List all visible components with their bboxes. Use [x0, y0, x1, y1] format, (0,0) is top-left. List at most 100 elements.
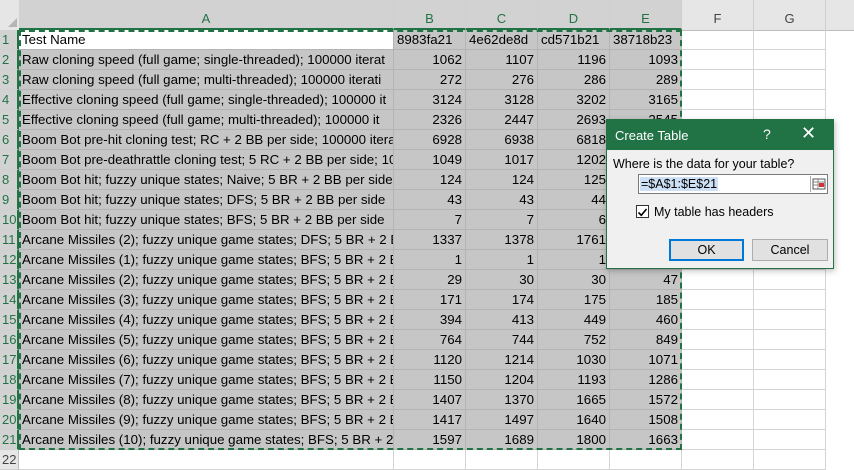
row-header[interactable]: 3	[0, 70, 19, 90]
row-header[interactable]: 17	[0, 350, 19, 370]
row-header[interactable]: 14	[0, 290, 19, 310]
table-cell[interactable]: 1030	[538, 350, 610, 370]
empty-cell[interactable]	[754, 50, 826, 70]
table-cell[interactable]: 460	[610, 310, 682, 330]
empty-cell[interactable]	[754, 30, 826, 50]
table-cell[interactable]: 6938	[466, 130, 538, 150]
table-cell[interactable]: 1107	[466, 50, 538, 70]
table-cell[interactable]: Raw cloning speed (full game; single-thr…	[19, 50, 394, 70]
row-header[interactable]: 21	[0, 430, 19, 450]
empty-cell[interactable]	[682, 50, 754, 70]
table-cell[interactable]: Boom Bot hit; fuzzy unique states; BFS; …	[19, 210, 394, 230]
column-header-b[interactable]: B	[394, 0, 466, 30]
table-cell[interactable]: Effective cloning speed (full game; mult…	[19, 110, 394, 130]
header-cell[interactable]: 38718b23	[610, 30, 682, 50]
table-cell[interactable]: 6	[538, 210, 610, 230]
table-cell[interactable]: 1071	[610, 350, 682, 370]
help-button[interactable]: ?	[763, 126, 771, 142]
table-cell[interactable]: 1	[466, 250, 538, 270]
empty-cell[interactable]	[754, 430, 826, 450]
column-header-e[interactable]: E	[610, 0, 682, 30]
table-cell[interactable]: 413	[466, 310, 538, 330]
table-cell[interactable]: 3165	[610, 90, 682, 110]
table-cell[interactable]	[394, 450, 466, 470]
row-header[interactable]: 8	[0, 170, 19, 190]
row-header[interactable]: 18	[0, 370, 19, 390]
collapse-dialog-button[interactable]	[810, 176, 827, 192]
table-cell[interactable]: 6928	[394, 130, 466, 150]
table-cell[interactable]: 2447	[466, 110, 538, 130]
table-cell[interactable]: 1417	[394, 410, 466, 430]
table-cell[interactable]: 449	[538, 310, 610, 330]
table-cell[interactable]: 174	[466, 290, 538, 310]
table-cell[interactable]: 1204	[466, 370, 538, 390]
table-cell[interactable]: 30	[538, 270, 610, 290]
table-cell[interactable]: Arcane Missiles (8); fuzzy unique game s…	[19, 390, 394, 410]
table-cell[interactable]: 44	[538, 190, 610, 210]
table-cell[interactable]: 1378	[466, 230, 538, 250]
empty-cell[interactable]	[682, 450, 754, 470]
table-cell[interactable]: 185	[610, 290, 682, 310]
table-cell[interactable]: 1689	[466, 430, 538, 450]
table-cell[interactable]	[610, 450, 682, 470]
empty-cell[interactable]	[682, 270, 754, 290]
table-cell[interactable]: 849	[610, 330, 682, 350]
table-cell[interactable]: 1665	[538, 390, 610, 410]
empty-cell[interactable]	[754, 450, 826, 470]
table-cell[interactable]: 1049	[394, 150, 466, 170]
row-header[interactable]: 6	[0, 130, 19, 150]
column-header-a[interactable]: A	[19, 0, 394, 30]
table-cell[interactable]: Arcane Missiles (7); fuzzy unique game s…	[19, 370, 394, 390]
table-cell[interactable]: 1017	[466, 150, 538, 170]
table-cell[interactable]: 1337	[394, 230, 466, 250]
table-cell[interactable]: 125	[538, 170, 610, 190]
empty-cell[interactable]	[754, 330, 826, 350]
table-cell[interactable]: 171	[394, 290, 466, 310]
row-header[interactable]: 19	[0, 390, 19, 410]
row-header[interactable]: 9	[0, 190, 19, 210]
table-cell[interactable]: 1093	[610, 50, 682, 70]
empty-cell[interactable]	[682, 430, 754, 450]
empty-cell[interactable]	[754, 270, 826, 290]
close-icon[interactable]: ✕	[801, 123, 817, 143]
header-cell[interactable]: Test Name	[19, 30, 394, 50]
table-cell[interactable]: Raw cloning speed (full game; multi-thre…	[19, 70, 394, 90]
table-cell[interactable]: 764	[394, 330, 466, 350]
empty-cell[interactable]	[682, 290, 754, 310]
empty-cell[interactable]	[754, 390, 826, 410]
table-cell[interactable]: Arcane Missiles (5); fuzzy unique game s…	[19, 330, 394, 350]
table-cell[interactable]: Arcane Missiles (6); fuzzy unique game s…	[19, 350, 394, 370]
row-header[interactable]: 4	[0, 90, 19, 110]
empty-cell[interactable]	[754, 290, 826, 310]
row-header[interactable]: 15	[0, 310, 19, 330]
table-cell[interactable]: 29	[394, 270, 466, 290]
table-cell[interactable]: 1	[538, 250, 610, 270]
header-cell[interactable]: 4e62de8d	[466, 30, 538, 50]
table-cell[interactable]: 276	[466, 70, 538, 90]
empty-cell[interactable]	[754, 370, 826, 390]
column-header-g[interactable]: G	[754, 0, 826, 30]
table-cell[interactable]: 7	[466, 210, 538, 230]
table-cell[interactable]: 1663	[610, 430, 682, 450]
table-cell[interactable]: 1062	[394, 50, 466, 70]
empty-cell[interactable]	[682, 370, 754, 390]
table-cell[interactable]: 47	[610, 270, 682, 290]
table-cell[interactable]: 1	[394, 250, 466, 270]
table-cell[interactable]: 43	[394, 190, 466, 210]
empty-cell[interactable]	[682, 30, 754, 50]
table-cell[interactable]: 175	[538, 290, 610, 310]
row-header[interactable]: 11	[0, 230, 19, 250]
table-cell[interactable]: 124	[394, 170, 466, 190]
table-cell[interactable]: 7	[394, 210, 466, 230]
headers-checkbox[interactable]	[636, 205, 649, 218]
table-cell[interactable]: 1120	[394, 350, 466, 370]
row-header[interactable]: 12	[0, 250, 19, 270]
table-cell[interactable]: Arcane Missiles (9); fuzzy unique game s…	[19, 410, 394, 430]
table-cell[interactable]: 1193	[538, 370, 610, 390]
table-cell[interactable]: 1407	[394, 390, 466, 410]
table-cell[interactable]: Effective cloning speed (full game; sing…	[19, 90, 394, 110]
table-cell[interactable]: 1761	[538, 230, 610, 250]
empty-cell[interactable]	[682, 330, 754, 350]
empty-cell[interactable]	[682, 350, 754, 370]
table-cell[interactable]: 744	[466, 330, 538, 350]
